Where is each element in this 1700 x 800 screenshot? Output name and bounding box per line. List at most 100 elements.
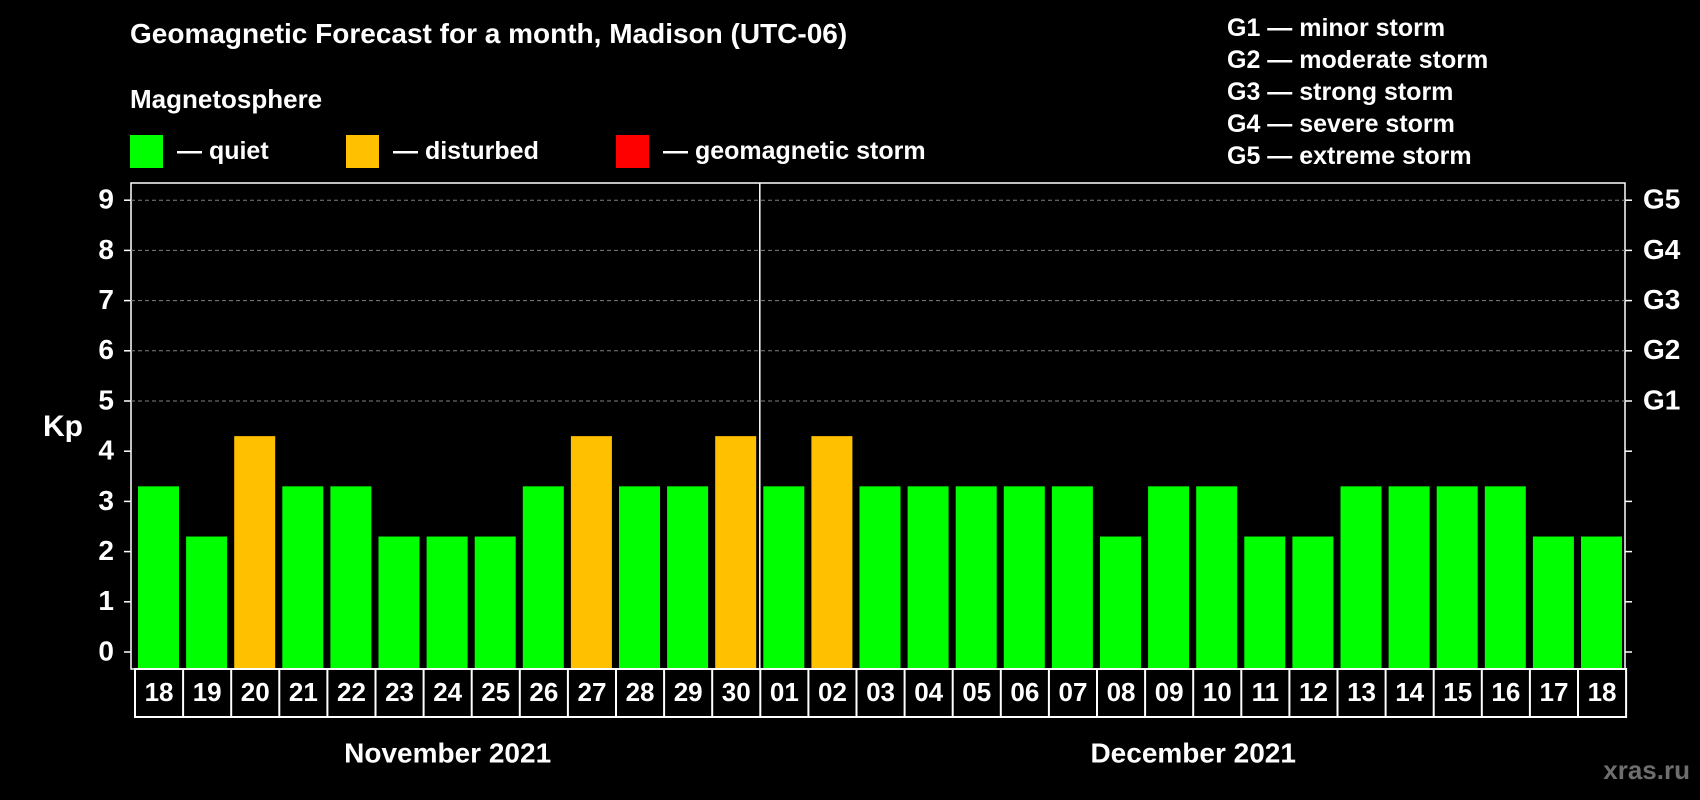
y-tick-label-1: 1 [98,585,114,616]
x-tick-label-10: 28 [626,677,655,707]
x-tick-label-2: 20 [241,677,270,707]
x-tick-label-26: 14 [1395,677,1424,707]
bar-13 [763,486,805,669]
legend-item-quiet: — quiet [130,134,269,168]
x-tick-label-23: 11 [1252,677,1280,707]
y-tick-label-0: 0 [98,635,114,666]
x-tick-label-21: 09 [1155,677,1184,707]
x-tick-label-0: 18 [145,677,174,707]
bar-17 [955,486,997,669]
bar-29 [1532,536,1574,669]
y-tick-label-6: 6 [98,334,114,365]
x-tick-label-20: 08 [1107,677,1136,707]
x-tick-label-16: 04 [914,677,943,707]
bar-2 [234,436,276,669]
date-row-frame [134,668,1628,718]
bar-9 [570,436,612,669]
storm-level-legend: G1 — minor storm G2 — moderate storm G3 … [1227,12,1488,172]
x-tick-label-3: 21 [289,677,318,707]
bar-25 [1340,486,1382,669]
chart-title: Geomagnetic Forecast for a month, Madiso… [130,18,848,49]
storm-axis-label-g5: G5 [1643,184,1680,215]
y-tick-label-2: 2 [98,535,114,566]
storm-level-g2: G2 — moderate storm [1227,46,1489,74]
bar-20 [1100,536,1141,669]
y-tick-label-8: 8 [98,234,114,265]
x-tick-label-25: 13 [1347,677,1376,707]
bar-30 [1581,536,1622,669]
x-tick-label-1: 19 [193,677,222,707]
x-tick-label-7: 25 [481,677,510,707]
x-tick-label-17: 05 [962,677,991,707]
x-tick-label-18: 06 [1010,677,1039,707]
x-tick-label-22: 10 [1203,677,1232,707]
bar-0 [138,486,179,669]
storm-axis-label-g2: G2 [1643,334,1680,365]
bar-10 [619,486,660,669]
x-tick-label-13: 01 [770,677,799,707]
x-tick-label-9: 27 [577,677,606,707]
y-tick-label-3: 3 [98,485,114,516]
month-label-0: November 2021 [344,737,551,768]
bar-28 [1484,486,1526,669]
bar-12 [715,436,757,669]
storm-level-g1: G1 — minor storm [1227,14,1446,42]
legend-swatch-disturbed [346,134,379,168]
x-tick-label-6: 24 [433,677,462,707]
legend-swatch-quiet [130,134,163,168]
bar-5 [378,536,420,669]
legend-label-disturbed: — disturbed [393,136,539,165]
bar-19 [1051,486,1093,669]
storm-axis-label-g4: G4 [1643,234,1681,265]
legend-item-disturbed: — disturbed [346,134,539,168]
x-tick-label-15: 03 [866,677,895,707]
x-tick-label-14: 02 [818,677,847,707]
x-tick-label-4: 22 [337,677,366,707]
bar-14 [811,436,853,669]
y-tick-label-5: 5 [98,384,114,415]
y-axis-label: Kp [43,410,83,443]
bar-22 [1196,486,1238,669]
storm-level-g3: G3 — strong storm [1227,78,1454,106]
legend-label-quiet: — quiet [177,136,269,165]
x-tick-label-8: 26 [529,677,558,707]
y-tick-label-9: 9 [98,184,114,215]
y-tick-label-4: 4 [98,435,114,466]
x-tick-label-27: 15 [1443,677,1472,707]
y-tick-label-7: 7 [98,284,114,315]
x-tick-label-28: 16 [1491,677,1520,707]
x-tick-label-19: 07 [1058,677,1087,707]
bar-3 [282,486,324,669]
storm-axis-label-g1: G1 [1643,384,1680,415]
storm-level-g5: G5 — extreme storm [1227,142,1472,170]
x-tick-label-12: 30 [722,677,751,707]
legend-item-storm: — geomagnetic storm [616,134,926,168]
x-tick-label-11: 29 [674,677,703,707]
bar-8 [522,486,564,669]
bar-7 [474,536,516,669]
legend-label-storm: — geomagnetic storm [663,136,926,165]
bar-21 [1148,486,1190,669]
watermark: xras.ru [1603,755,1690,785]
month-label-1: December 2021 [1090,737,1295,768]
bar-27 [1436,486,1478,669]
bar-11 [667,486,709,669]
x-tick-label-30: 18 [1588,677,1617,707]
bar-4 [330,486,372,669]
bar-18 [1003,486,1045,669]
storm-level-g4: G4 — severe storm [1227,110,1455,138]
x-tick-label-29: 17 [1539,677,1568,707]
legend-subtitle: Magnetosphere [130,84,323,114]
bar-24 [1292,536,1334,669]
bar-26 [1388,486,1430,669]
bar-1 [186,536,228,669]
bar-6 [426,536,468,669]
bar-15 [859,486,901,669]
bar-23 [1244,536,1286,669]
x-tick-label-5: 23 [385,677,414,707]
legend-swatch-storm [616,134,649,168]
x-tick-label-24: 12 [1299,677,1328,707]
bar-16 [907,486,949,669]
storm-axis-label-g3: G3 [1643,284,1680,315]
